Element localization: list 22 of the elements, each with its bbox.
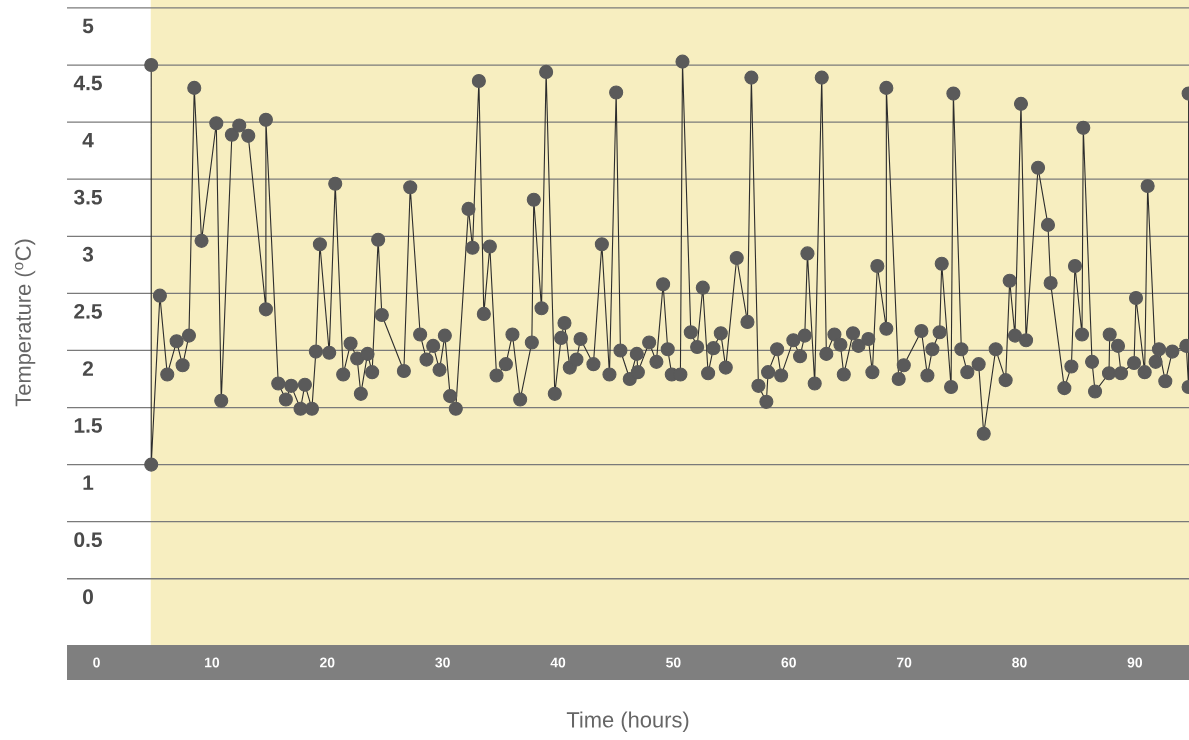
x-tick-label: 10 [205, 657, 220, 668]
y-tick-label: 5 [82, 18, 94, 34]
x-tick-label: 20 [320, 657, 335, 668]
x-tick-label: 40 [550, 657, 566, 668]
y-tick-label: 2 [82, 361, 93, 376]
x-axis-title: Time (hours) [566, 711, 689, 732]
x-tick-label: 60 [781, 657, 796, 668]
y-tick-label: 3.5 [73, 189, 102, 205]
y-tick-label: 0.5 [74, 532, 102, 548]
y-tick-label: 1.5 [74, 418, 102, 433]
y-tick-label: 1 [83, 475, 94, 490]
y-tick-label: 4 [82, 132, 94, 148]
x-tick-label: 80 [1012, 657, 1027, 668]
x-tick-label: 70 [896, 657, 912, 668]
y-axis-title: Temperature ($^{o}$C) [14, 239, 36, 407]
x-tick-label: 50 [666, 657, 681, 668]
y-tick-label: 4.5 [73, 75, 102, 91]
y-tick-label: 3 [82, 246, 94, 262]
x-tick-label: 90 [1127, 657, 1143, 668]
y-tick-label: 0 [83, 589, 93, 605]
x-tick-label: 30 [435, 657, 450, 668]
y-tick-label: 2.5 [74, 303, 102, 319]
